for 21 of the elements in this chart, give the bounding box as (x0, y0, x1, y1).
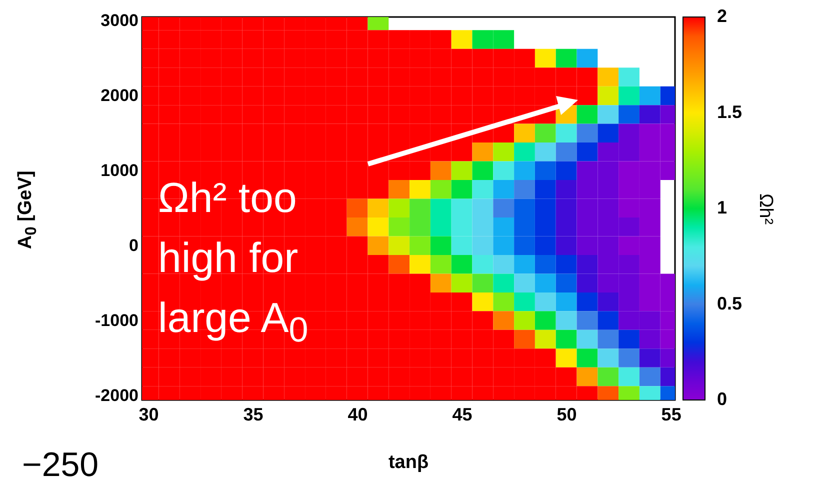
text: −250 (22, 446, 99, 485)
x-tick-label: 30 (138, 404, 159, 424)
y-tick-label: 0 (129, 236, 138, 256)
y-tick-label: -2000 (95, 386, 138, 406)
x-tick-label: 45 (452, 404, 472, 424)
x-tick-label: 40 (348, 404, 368, 424)
color-bar-label: 0.5 (717, 293, 742, 314)
color-bar-label: 0 (717, 389, 728, 409)
color-bar-label: 1 (717, 198, 728, 218)
y-tick-label: 2000 (100, 86, 138, 106)
color-bar-label: 1.5 (717, 102, 742, 122)
y-tick-label: -1000 (95, 311, 138, 330)
color-bar-label: 2 (717, 6, 728, 26)
x-tick-label: 55 (661, 404, 682, 424)
color-bar-title: Ωh² (755, 193, 776, 225)
y-tick-label: 1000 (100, 161, 138, 180)
x-tick-label: 35 (243, 404, 264, 424)
x-tick-label: 50 (556, 404, 577, 424)
x-axis-title: tanβ (387, 452, 430, 474)
annotation: Ωh² too high for large A$_{0}$ (158, 173, 310, 352)
y-tick-label: 3000 (100, 11, 138, 30)
